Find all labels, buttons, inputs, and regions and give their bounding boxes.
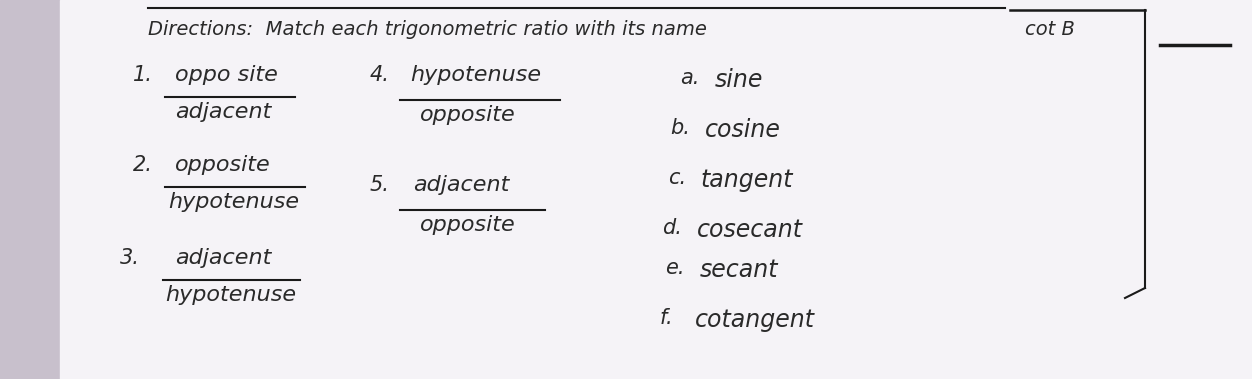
Text: secant: secant: [700, 258, 779, 282]
Text: Directions:  Match each trigonometric ratio with its name: Directions: Match each trigonometric rat…: [148, 20, 707, 39]
Text: b.: b.: [670, 118, 690, 138]
Text: f.: f.: [660, 308, 674, 328]
Text: sine: sine: [715, 68, 764, 92]
Text: opposite: opposite: [419, 105, 516, 125]
Text: 1.: 1.: [133, 65, 153, 85]
Text: hypotenuse: hypotenuse: [409, 65, 541, 85]
Text: cot B: cot B: [1025, 20, 1075, 39]
Text: 3.: 3.: [120, 248, 140, 268]
Text: 5.: 5.: [371, 175, 389, 195]
Text: a.: a.: [680, 68, 700, 88]
Text: cosecant: cosecant: [697, 218, 803, 242]
Text: oppo site: oppo site: [175, 65, 278, 85]
Text: adjacent: adjacent: [175, 248, 272, 268]
Text: e.: e.: [665, 258, 685, 278]
Text: opposite: opposite: [419, 215, 516, 235]
Bar: [0, 0, 60, 379]
Text: tangent: tangent: [700, 168, 793, 192]
Text: hypotenuse: hypotenuse: [165, 285, 297, 305]
Bar: [60, 0, 1252, 379]
Text: cosine: cosine: [705, 118, 781, 142]
Text: adjacent: adjacent: [413, 175, 510, 195]
Text: cotangent: cotangent: [695, 308, 815, 332]
Text: c.: c.: [669, 168, 686, 188]
Text: d.: d.: [662, 218, 682, 238]
Text: adjacent: adjacent: [175, 102, 272, 122]
Text: opposite: opposite: [175, 155, 270, 175]
Text: 4.: 4.: [371, 65, 389, 85]
Text: hypotenuse: hypotenuse: [168, 192, 299, 212]
Text: 2.: 2.: [133, 155, 153, 175]
